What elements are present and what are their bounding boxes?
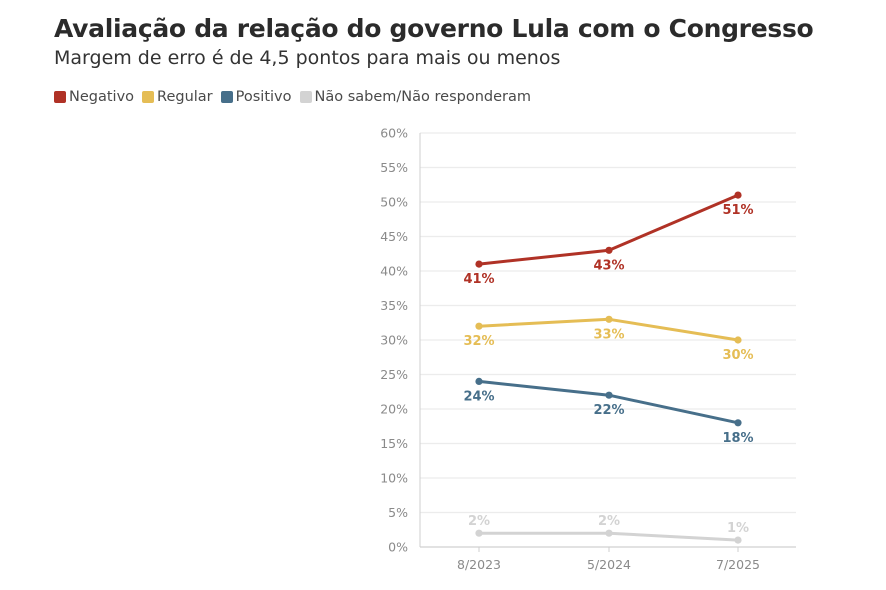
data-point-regular-8-2023	[475, 322, 483, 330]
y-tick-label-35: 35%	[380, 298, 408, 313]
y-tick-label-15: 15%	[380, 436, 408, 451]
data-label-positivo-8-2023: 24%	[463, 389, 494, 404]
data-label-negativo-5-2024: 43%	[593, 258, 624, 273]
y-tick-label-10: 10%	[380, 471, 408, 486]
data-label-negativo-7-2025: 51%	[722, 203, 753, 218]
data-label-nao-sabem-nao-responderam-7-2025: 1%	[727, 521, 749, 536]
legend-label-positivo: Positivo	[235, 89, 292, 105]
legend-item-negativo[interactable]: Negativo	[54, 89, 134, 105]
legend-swatch-negativo	[54, 91, 66, 103]
x-tick-label-7-2025: 7/2025	[716, 557, 760, 572]
data-point-nao-sabem-nao-responderam-8-2023	[475, 529, 483, 537]
y-tick-label-0: 0%	[388, 540, 408, 555]
data-label-nao-sabem-nao-responderam-8-2023: 2%	[468, 514, 490, 529]
legend-swatch-nao-sabem	[299, 91, 312, 103]
y-tick-label-45: 45%	[380, 229, 408, 244]
data-label-regular-5-2024: 33%	[593, 327, 624, 342]
chart-title: Avaliação da relação do governo Lula com…	[54, 14, 814, 43]
x-tick-label-8-2023: 8/2023	[457, 557, 501, 572]
y-tick-label-25: 25%	[380, 367, 408, 382]
data-point-positivo-7-2025	[734, 419, 742, 427]
data-point-nao-sabem-nao-responderam-7-2025	[734, 536, 742, 544]
y-tick-label-5: 5%	[388, 505, 408, 520]
legend-label-regular: Regular	[157, 89, 213, 105]
x-tick-label-5-2024: 5/2024	[587, 557, 631, 572]
legend-item-nao-sabem[interactable]: Não sabem/Não responderam	[299, 89, 531, 105]
legend-label-negativo: Negativo	[69, 89, 135, 105]
data-label-negativo-8-2023: 41%	[463, 272, 494, 287]
data-point-positivo-5-2024	[605, 391, 613, 399]
legend-item-positivo[interactable]: Positivo	[220, 89, 292, 105]
legend-swatch-positivo	[220, 91, 233, 103]
data-label-regular-7-2025: 30%	[722, 348, 753, 363]
data-point-regular-7-2025	[734, 336, 742, 344]
chart-subtitle: Margem de erro é de 4,5 pontos para mais…	[54, 47, 561, 69]
y-tick-label-20: 20%	[380, 402, 408, 417]
y-tick-label-40: 40%	[380, 264, 408, 279]
data-point-regular-5-2024	[605, 315, 613, 323]
data-label-positivo-5-2024: 22%	[593, 403, 624, 418]
data-point-negativo-7-2025	[734, 191, 742, 199]
data-point-negativo-8-2023	[475, 260, 483, 268]
data-label-regular-8-2023: 32%	[463, 334, 494, 349]
data-point-nao-sabem-nao-responderam-5-2024	[605, 529, 613, 537]
data-label-positivo-7-2025: 18%	[722, 431, 753, 446]
legend-item-regular[interactable]: Regular	[142, 89, 213, 105]
y-tick-label-50: 50%	[380, 195, 408, 210]
data-label-nao-sabem-nao-responderam-5-2024: 2%	[598, 514, 620, 529]
legend-swatch-regular	[142, 91, 155, 103]
data-point-negativo-5-2024	[605, 246, 613, 254]
y-tick-label-55: 55%	[380, 160, 408, 175]
legend-label-nao-sabem: Não sabem/Não responderam	[314, 89, 531, 105]
y-tick-label-30: 30%	[380, 333, 408, 348]
legend: Negativo Regular Positivo Não sabem/Não …	[54, 89, 539, 105]
data-point-positivo-8-2023	[475, 377, 483, 385]
y-tick-label-60: 60%	[380, 126, 408, 141]
